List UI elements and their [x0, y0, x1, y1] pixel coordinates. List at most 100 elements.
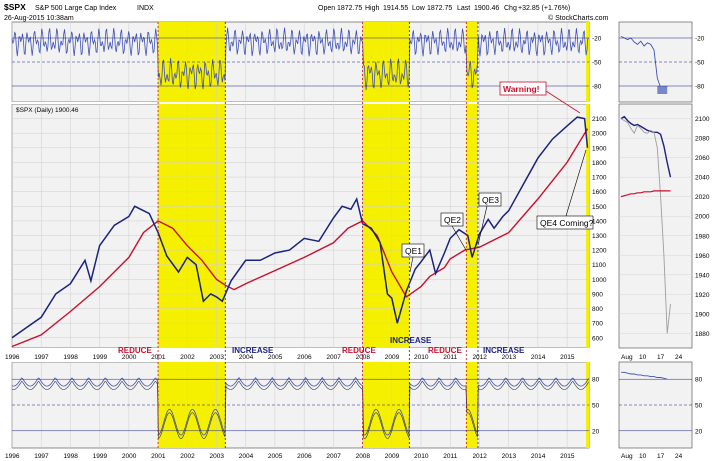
right-series-ma [620, 190, 671, 198]
ytick-1300: 1300 [592, 233, 607, 240]
xtick-2012: 2012 [472, 354, 487, 361]
xtick-bottom-2012: 2012 [472, 453, 487, 460]
right-ytick-2040: 2040 [695, 175, 710, 182]
callout-qe4: QE4 Coming? [536, 149, 594, 230]
right-bottom-ytick-2: 20 [695, 428, 703, 435]
right-ytick-2020: 2020 [695, 194, 710, 201]
series-bottom-oscillator [11, 376, 590, 436]
callout-warning: Warning! [499, 81, 581, 114]
price-panel [11, 103, 590, 349]
low-value: 1872.75 [427, 5, 452, 12]
right-ytick-2100: 2100 [695, 116, 710, 123]
xtick-2014: 2014 [531, 354, 546, 361]
callout-qe3: QE3 [477, 192, 502, 246]
series-top-oscillator [11, 27, 589, 91]
label-increase-2012: INCREASE [483, 346, 525, 355]
ytick-600: 600 [592, 335, 603, 342]
right-ytick-1920: 1920 [695, 292, 710, 299]
ytick-1900: 1900 [592, 145, 607, 152]
xtick-2006: 2006 [297, 354, 312, 361]
series-price [11, 116, 589, 339]
right-xtick-1: 10 [639, 354, 647, 361]
change-label: Chg [504, 5, 517, 12]
right-ytick-1980: 1980 [695, 233, 710, 240]
open-label: Open [318, 5, 335, 12]
xtick-2007: 2007 [326, 354, 341, 361]
right-top-oscillator [620, 35, 668, 94]
xtick-2001: 2001 [151, 354, 166, 361]
qe2-text: QE2 [444, 215, 461, 225]
right-xtick-2: 17 [657, 354, 665, 361]
xtick-2015: 2015 [560, 354, 575, 361]
highlight-3 [586, 22, 589, 448]
right-bottom-oscillator [621, 371, 668, 380]
right-xtick-0: Aug [621, 354, 633, 361]
xtick-2004: 2004 [239, 354, 254, 361]
top-ytick--80: -80 [592, 84, 602, 91]
ytick-2000: 2000 [592, 131, 607, 138]
last-label: Last [457, 5, 470, 12]
right-top-oversold-fill [657, 86, 668, 94]
xtick-bottom-2005: 2005 [268, 453, 283, 460]
highlight-regions [0, 22, 720, 448]
label-increase-2009: INCREASE [390, 336, 432, 345]
ytick-1700: 1700 [592, 175, 607, 182]
timestamp: 26-Aug-2015 10:38am [4, 15, 74, 22]
xtick-2000: 2000 [122, 354, 137, 361]
right-series-intraday [620, 118, 671, 334]
open-value: 1872.75 [337, 5, 362, 12]
right-bottom-ytick-1: 50 [695, 403, 703, 410]
xtick-bottom-1996: 1996 [5, 453, 20, 460]
high-label: High [365, 5, 380, 12]
xtick-2008: 2008 [356, 354, 371, 361]
bottom-indicator-series [11, 376, 590, 440]
xtick-bottom-2008: 2008 [356, 453, 371, 460]
xtick-2003: 2003 [210, 354, 225, 361]
low-label: Low [412, 5, 426, 12]
brand: © StockCharts.com [548, 14, 609, 22]
ytick-800: 800 [592, 306, 603, 313]
right-top-ytick-1: -50 [695, 60, 705, 67]
right-xtick-bottom-3: 24 [675, 453, 683, 460]
top-ytick--20: -20 [592, 36, 602, 43]
qe3-text: QE3 [482, 195, 499, 205]
highlight-1 [362, 22, 410, 448]
right-xtick-bottom-1: 10 [639, 453, 647, 460]
last-value: 1900.46 [474, 5, 499, 12]
xtick-bottom-2006: 2006 [297, 453, 312, 460]
change-value: +32.85 (+1.76%) [518, 5, 570, 12]
xtick-bottom-1999: 1999 [93, 453, 108, 460]
series-bottom-signal [11, 380, 589, 440]
xtick-bottom-2003: 2003 [210, 453, 225, 460]
legend-price: $SPX (Daily) 1900.46 [16, 107, 79, 114]
right-zoom-series: 2100208020602040202020001980196019401920… [619, 35, 710, 460]
right-ytick-1940: 1940 [695, 272, 710, 279]
xtick-bottom-2011: 2011 [443, 453, 457, 460]
xtick-2005: 2005 [268, 354, 283, 361]
qe4-text: QE4 Coming? [540, 218, 594, 228]
ytick-1600: 1600 [592, 189, 607, 196]
axis-ticks: 1996 1996 1997 1997 1998 1998 1999 1999 2000 2000… [5, 36, 607, 461]
ytick-1000: 1000 [592, 277, 607, 284]
ytick-1100: 1100 [592, 262, 606, 269]
symbol: $SPX [4, 2, 26, 12]
xtick-bottom-2002: 2002 [180, 453, 195, 460]
right-xtick-bottom-0: Aug [621, 453, 633, 460]
qe1-text: QE1 [405, 246, 422, 256]
ytick-1500: 1500 [592, 204, 607, 211]
right-xtick-3: 24 [675, 354, 683, 361]
xtick-bottom-2013: 2013 [502, 453, 517, 460]
right-ytick-2080: 2080 [695, 136, 710, 143]
label-reduce-2008: REDUCE [342, 346, 376, 355]
xtick-bottom-1998: 1998 [63, 453, 78, 460]
cycle-markers [157, 22, 479, 448]
ytick-700: 700 [592, 321, 603, 328]
bottom-ytick-50: 50 [592, 403, 600, 410]
ytick-2100: 2100 [592, 116, 607, 123]
xtick-bottom-2004: 2004 [239, 453, 254, 460]
highlight-0 [158, 22, 226, 448]
right-series-price [620, 115, 672, 178]
xtick-2013: 2013 [502, 354, 517, 361]
right-top-ytick-0: -20 [695, 36, 705, 43]
xtick-bottom-2009: 2009 [385, 453, 400, 460]
